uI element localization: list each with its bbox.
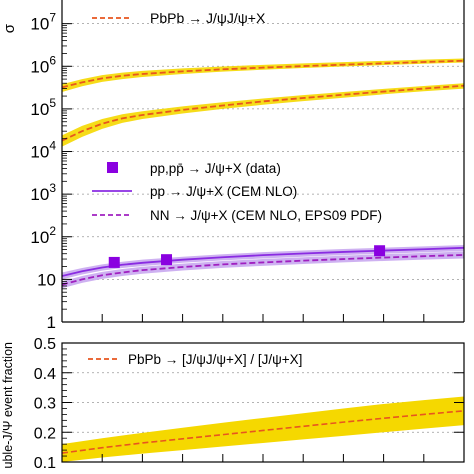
data-point bbox=[161, 254, 173, 266]
legend-label-nn-cem: NN → J/ψ+X (CEM NLO, EPS09 PDF) bbox=[150, 208, 382, 223]
top-y-tick-label: 10 bbox=[37, 270, 56, 289]
bottom-line-series-0 bbox=[62, 410, 464, 454]
top-y-tick-label: 102 bbox=[30, 224, 56, 247]
band-series-1 bbox=[62, 83, 464, 147]
bottom-y-tick-label: 0.4 bbox=[34, 366, 56, 383]
top-y-tick-label: 104 bbox=[30, 139, 56, 162]
bottom-axes: 0.1 0.2 0.3 0.4 0.5 bbox=[34, 336, 465, 472]
legend-pbpb-jpsijpsi: PbPb → J/ψJ/ψ+X bbox=[92, 10, 266, 26]
legend-label-pp-cem: pp → J/ψ+X (CEM NLO) bbox=[150, 184, 297, 199]
line-series-0 bbox=[62, 59, 464, 89]
bottom-panel: 0.10.20.30.40.5 uble-J/Ψ event fraction … bbox=[1, 336, 465, 472]
top-y-axis-label: σ bbox=[1, 23, 18, 33]
data-point bbox=[374, 245, 386, 257]
top-axes: 1 10 102 103 104 105 106 107 bbox=[30, 0, 465, 332]
top-data-points bbox=[108, 245, 386, 268]
legend-nn-cem: NN → J/ψ+X (CEM NLO, EPS09 PDF) bbox=[92, 208, 382, 223]
bottom-series-lines bbox=[62, 410, 464, 454]
bottom-y-tick-label: 0.5 bbox=[34, 336, 56, 353]
top-y-tick-label: 105 bbox=[30, 96, 56, 119]
legend-pp-cem: pp → J/ψ+X (CEM NLO) bbox=[92, 184, 297, 199]
legend-pbpb-ratio: PbPb → [J/ψJ/ψ+X] / [J/ψ+X] bbox=[88, 352, 302, 367]
legend-data-points: pp,pp̄ → J/ψ+X (data) bbox=[107, 161, 281, 176]
top-y-tick-label: 1 bbox=[47, 313, 56, 332]
top-y-tick-label: 103 bbox=[30, 181, 56, 204]
band-series-2 bbox=[62, 245, 464, 280]
bottom-band-series-0 bbox=[62, 396, 464, 462]
top-y-tick-label: 106 bbox=[30, 53, 56, 76]
bottom-y-tick-label: 0.3 bbox=[34, 396, 56, 413]
legend-label-pbpb-ratio: PbPb → [J/ψJ/ψ+X] / [J/ψ+X] bbox=[128, 352, 302, 367]
bottom-y-axis-label: uble-J/Ψ event fraction bbox=[1, 342, 15, 469]
bottom-y-tick-label: 0.2 bbox=[34, 425, 56, 442]
bottom-uncertainty-bands bbox=[62, 396, 464, 462]
top-y-tick-label: 107 bbox=[30, 11, 56, 34]
line-series-3 bbox=[62, 254, 464, 286]
bottom-y-tick-label: 0.1 bbox=[34, 455, 56, 472]
line-series-1 bbox=[62, 84, 464, 142]
data-point bbox=[108, 256, 120, 268]
legend-label-pbpb-jpsijpsi: PbPb → J/ψJ/ψ+X bbox=[150, 10, 266, 26]
legend-marker-square bbox=[107, 162, 118, 173]
band-series-3 bbox=[62, 251, 464, 289]
legend-label-data: pp,pp̄ → J/ψ+X (data) bbox=[150, 161, 281, 176]
